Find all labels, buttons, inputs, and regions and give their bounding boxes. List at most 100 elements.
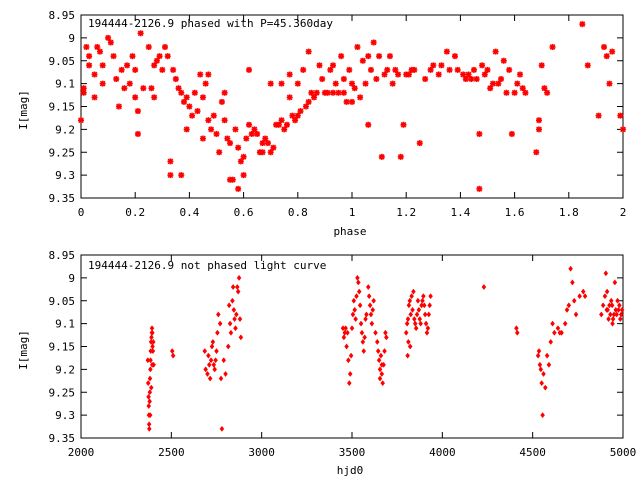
phased-data-point [308, 89, 315, 96]
unphased-data-point [147, 398, 152, 405]
phased-data-point [240, 153, 247, 160]
phased-data-point [240, 172, 247, 179]
phased-data-point [110, 53, 117, 60]
unphased-y-tick-label: 9.25 [49, 386, 76, 399]
unphased-data-point [414, 311, 420, 318]
phased-data-point [446, 66, 453, 73]
phased-data-point [172, 76, 179, 83]
phased-chart: 0 0.2 0.4 0.6 0.8 1 1.2 1.4 1.6 1.8 2 8.95 9 9.05 9.1… [17, 9, 626, 238]
unphased-data-point [582, 293, 588, 300]
unphased-data-point [424, 329, 430, 336]
phased-data-point [221, 117, 228, 124]
phased-data-point [620, 126, 626, 133]
phased-data-point [416, 140, 423, 147]
phased-x-tick-label: 1.4 [450, 206, 470, 219]
phased-data-point [389, 80, 396, 87]
phased-y-tick-label: 8.95 [49, 9, 76, 22]
phased-data-point [218, 98, 225, 105]
unphased-data-point [600, 302, 606, 309]
unphased-data-point [367, 302, 373, 309]
phased-data-point [357, 94, 364, 101]
phased-data-point [579, 21, 586, 28]
phased-data-point [197, 71, 204, 78]
phased-data-point [335, 89, 342, 96]
unphased-data-point [232, 316, 237, 323]
phased-data-point [316, 62, 323, 69]
unphased-data-point [148, 366, 153, 373]
unphased-data-point [409, 293, 414, 300]
phased-data-point [327, 66, 334, 73]
unphased-data-point [374, 338, 380, 345]
unphased-data-point [384, 334, 389, 341]
unphased-data-point [548, 338, 554, 345]
unphased-data-point [150, 338, 156, 345]
unphased-data-point [379, 370, 385, 377]
unphased-data-point [610, 320, 615, 327]
unphased-data-point [608, 297, 614, 304]
unphased-data-point [481, 284, 487, 291]
unphased-data-point [618, 311, 624, 318]
phased-data-point [167, 158, 174, 165]
phased-data-point [346, 66, 353, 73]
phased-data-point [205, 117, 212, 124]
phased-data-point [210, 112, 217, 119]
unphased-data-point [369, 320, 375, 327]
phased-data-point [292, 117, 299, 124]
phased-data-point [278, 117, 285, 124]
phased-data-point [199, 135, 206, 142]
phased-data-point [522, 89, 529, 96]
phased-data-point [601, 44, 608, 51]
phased-data-point [99, 62, 106, 69]
phased-x-axis: 0 0.2 0.4 0.6 0.8 1 1.2 1.4 1.6 1.8 2 [78, 15, 626, 219]
unphased-data-point [228, 329, 234, 336]
phased-data-point [275, 121, 282, 128]
unphased-y-tick-label: 9.05 [49, 295, 76, 308]
phased-data-point [519, 85, 526, 92]
unphased-data-point [619, 306, 625, 313]
unphased-y-tick-label: 8.95 [49, 249, 76, 262]
unphased-y-tick-label: 9 [68, 272, 75, 285]
unphased-data-point [150, 329, 155, 336]
unphased-data-point [573, 311, 579, 318]
phased-data-point [405, 71, 412, 78]
unphased-data-point [359, 329, 365, 336]
phased-data-point [319, 76, 326, 83]
unphased-data-point [350, 311, 356, 318]
phased-data-point [487, 85, 494, 92]
phased-data-point [224, 135, 231, 142]
phased-data-point [538, 62, 545, 69]
unphased-data-point [145, 380, 151, 387]
phased-data-point [202, 80, 209, 87]
phased-data-point [286, 94, 293, 101]
phased-data-point [354, 44, 361, 51]
unphased-data-point [426, 311, 432, 318]
phased-data-point [300, 66, 307, 73]
phased-data-point [430, 62, 437, 69]
phased-data-point [294, 80, 301, 87]
unphased-data-point [408, 311, 414, 318]
unphased-data-point [421, 302, 427, 309]
unphased-x-tick-label: 2000 [68, 446, 95, 459]
unphased-data-point [379, 361, 385, 368]
unphased-data-point [236, 274, 242, 281]
unphased-x-tick-label: 3000 [248, 446, 275, 459]
unphased-plot-frame [80, 254, 624, 439]
phased-data-point [118, 66, 125, 73]
phased-data-point [86, 53, 93, 60]
unphased-data-point [410, 306, 415, 313]
unphased-data-point [150, 348, 156, 355]
phased-data-point [78, 117, 84, 124]
unphased-data-point [609, 302, 615, 309]
unphased-data-point [223, 370, 228, 377]
phased-data-point [267, 80, 274, 87]
phased-data-point [243, 135, 250, 142]
phased-plot-frame [80, 14, 624, 199]
phased-data-point [162, 44, 169, 51]
unphased-data-point [537, 361, 543, 368]
unphased-data-point [415, 297, 421, 304]
phased-data-point [289, 112, 296, 119]
phased-data-point [213, 130, 220, 137]
unphased-data-point [370, 306, 376, 313]
unphased-data-point [202, 348, 208, 355]
phased-data-point [205, 71, 212, 78]
